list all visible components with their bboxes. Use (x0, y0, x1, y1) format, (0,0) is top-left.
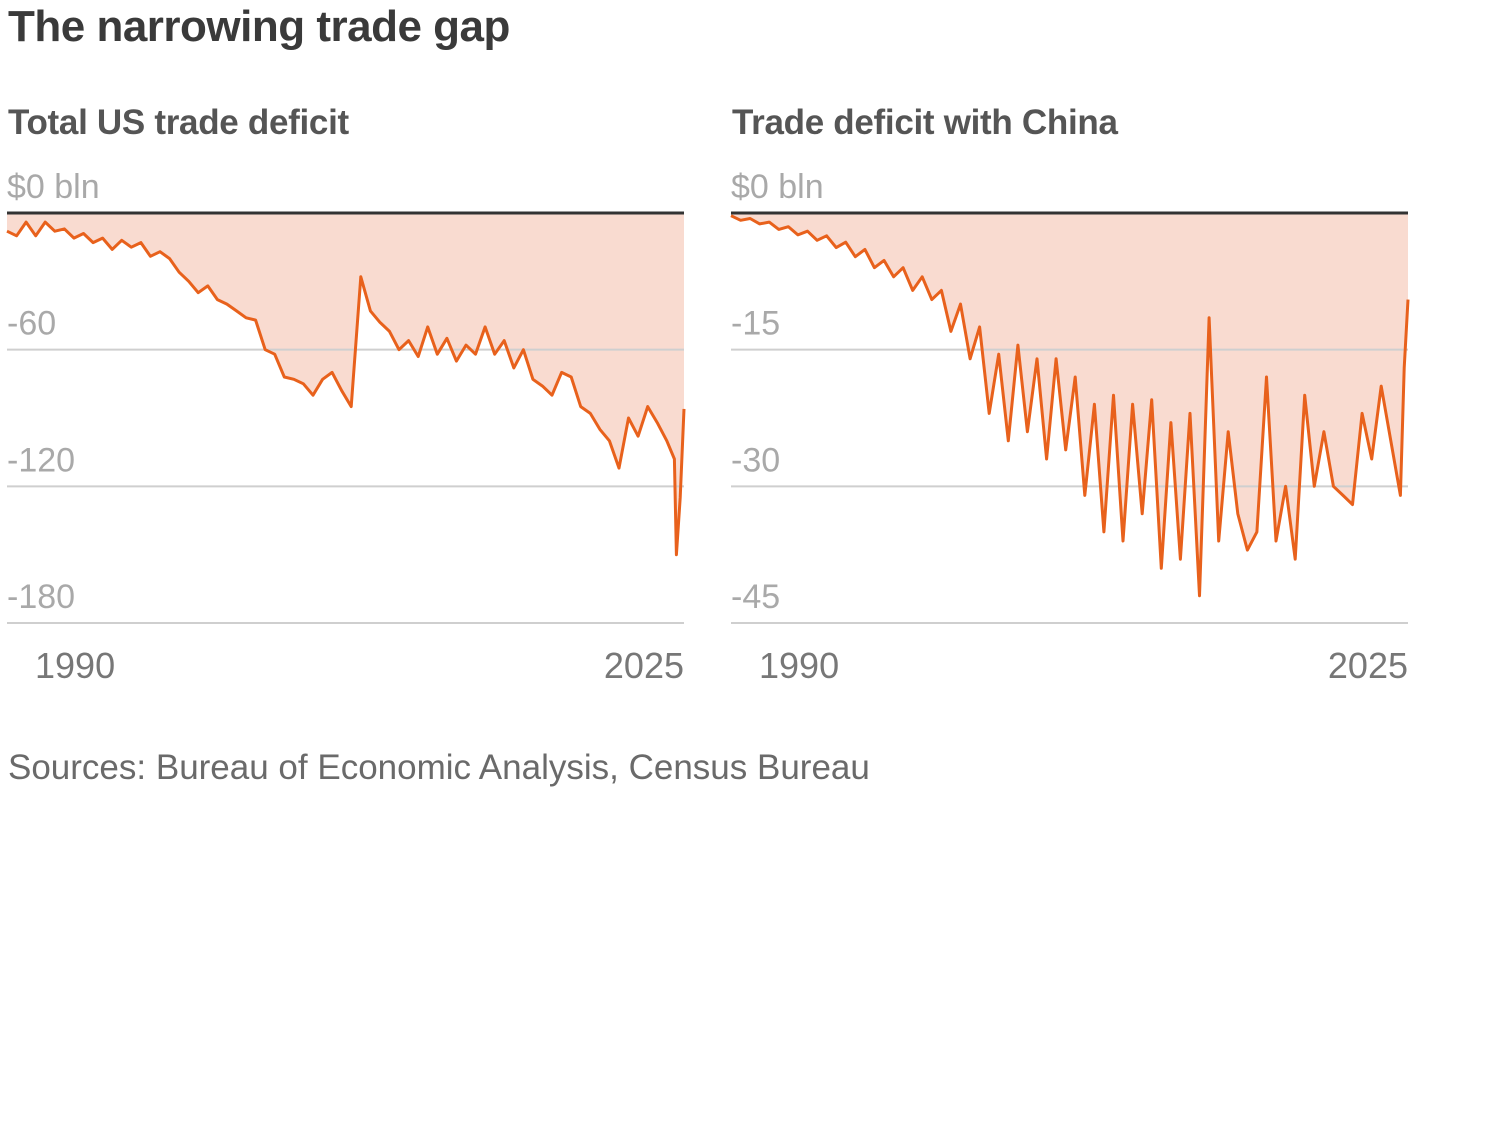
deficit-series-line (6, 220, 686, 557)
chart-title: The narrowing trade gap (8, 2, 510, 51)
total-deficit-chart: $0 bln -60 -120 -180 1990 2025 (6, 168, 686, 686)
panel-total-deficit: Total US trade deficit $0 bln -60 -120 -180… (0, 100, 690, 700)
x-tick-label: 2025 (1328, 645, 1408, 686)
china-deficit-chart: $0 bln -15 -30 -45 1990 2025 (730, 168, 1410, 686)
panel-china-deficit: Trade deficit with China $0 bln -15 -30 -45… (724, 100, 1414, 700)
y-tick-label: $0 bln (731, 168, 824, 206)
source-note: Sources: Bureau of Economic Analysis, Ce… (8, 748, 870, 787)
x-tick-label: 2025 (604, 645, 684, 686)
y-tick-label: -45 (731, 578, 780, 616)
x-tick-label: 1990 (35, 645, 115, 686)
y-tick-label: -60 (7, 305, 56, 343)
x-tick-label: 1990 (759, 645, 839, 686)
panel-title-total: Total US trade deficit (8, 103, 349, 142)
y-tick-label: -15 (731, 305, 780, 343)
y-tick-label: -180 (7, 578, 75, 616)
y-tick-label: -30 (731, 441, 780, 479)
deficit-area-fill (7, 213, 684, 555)
panel-title-china: Trade deficit with China (732, 103, 1118, 142)
y-tick-label: -120 (7, 441, 75, 479)
deficit-area-fill (731, 213, 1408, 596)
y-tick-label: $0 bln (7, 168, 100, 206)
